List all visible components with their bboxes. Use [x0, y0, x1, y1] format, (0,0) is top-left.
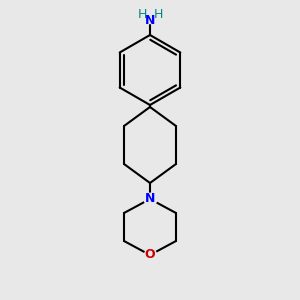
- Text: O: O: [145, 248, 155, 262]
- Text: N: N: [145, 14, 155, 26]
- Text: H: H: [153, 8, 163, 20]
- Text: N: N: [145, 193, 155, 206]
- Text: H: H: [137, 8, 147, 20]
